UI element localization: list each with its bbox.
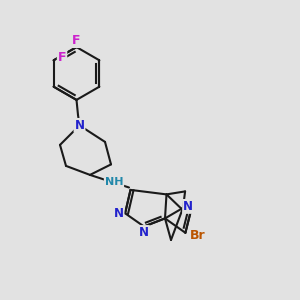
Text: N: N — [183, 200, 193, 213]
Text: F: F — [58, 51, 66, 64]
Text: N: N — [113, 207, 124, 220]
Text: Br: Br — [190, 229, 206, 242]
Text: N: N — [139, 226, 149, 239]
Text: NH: NH — [105, 177, 123, 188]
Text: F: F — [72, 34, 80, 47]
Text: N: N — [74, 119, 85, 132]
